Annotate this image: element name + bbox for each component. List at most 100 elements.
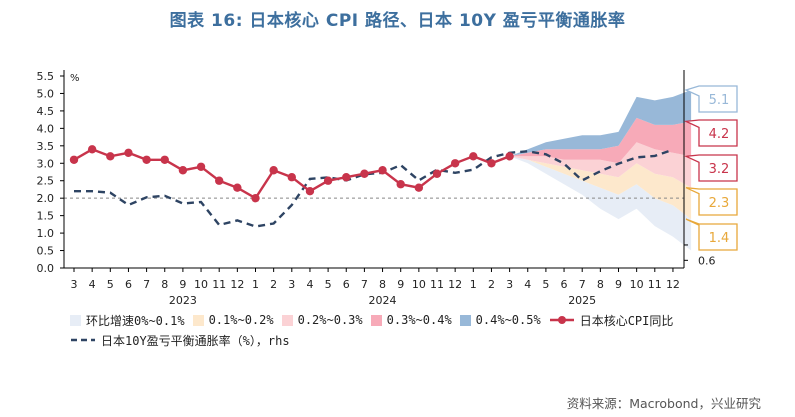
legend-row: 环比增速0%~0.1% 0.1%~0.2% 0.2%~0.3% 0.3%~0.4% 0.… [70,310,770,330]
forecast-band [509,142,692,188]
cpi-series [69,145,514,203]
x-tick-label: 3 [71,278,78,291]
x-tick-label: 11 [212,278,226,291]
y-tick-label: 5.0 [37,87,55,100]
cpi-point [378,166,387,175]
x-tick-label: 5 [542,278,549,291]
forecast-band [509,156,692,251]
y-tick-label: 3.0 [37,157,55,170]
legend-label: 0.1%~0.2% [208,313,274,327]
end-label-box [684,85,738,113]
x-tick-label: 4 [89,278,96,291]
y-right-tick-label: 0.6 [698,254,716,267]
x-tick-label: 12 [448,278,462,291]
cpi-point [505,152,514,161]
end-label-text: 3.2 [709,162,730,177]
x-tick-label: 6 [343,278,350,291]
end-label-box [683,154,738,182]
x-tick-label: 9 [615,278,622,291]
x-tick-label: 10 [412,278,426,291]
legend-label: 环比增速0%~0.1% [86,313,185,328]
cpi-point [160,155,169,164]
legend-item: 0.2%~0.3% [281,313,363,327]
end-label-text: 1.4 [709,231,730,246]
legend-label: 0.2%~0.3% [297,313,363,327]
legend-item: 0.1%~0.2% [192,313,274,327]
cpi-point [87,145,97,154]
cpi-point [142,155,151,164]
cpi-point [469,152,478,161]
x-tick-label: 5 [107,278,114,291]
y-tick-label: 2.0 [37,192,55,205]
x-tick-label: 4 [524,278,531,291]
legend-label: 日本10Y盈亏平衡通胀率（%），rhs [101,333,290,348]
x-tick-label: 3 [506,278,513,291]
legend-row: 日本10Y盈亏平衡通胀率（%），rhs [70,330,770,350]
bei-series [74,148,674,228]
end-labels: 5.1 4.2 3.2 2.3 1.4 [683,85,738,251]
cpi-point [396,180,405,189]
x-tick-label: 8 [379,278,386,291]
cpi-point [215,176,224,185]
axes: 0.0 0.5 1.0 1.5 2.0 2.5 3.0 3.5 4.0 4.5 5.0 5.5 % 0.6… [37,70,716,307]
y-tick-label: 1.5 [37,210,55,223]
cpi-point [323,176,333,185]
legend-label: 日本核心CPI同比 [579,313,674,328]
x-tick-label: 6 [561,278,568,291]
year-label: 2024 [369,294,397,307]
x-tick-label: 8 [161,278,168,291]
cpi-point [178,166,188,175]
x-tick-label: 2 [270,278,277,291]
year-label: 2023 [169,294,197,307]
cpi-point [487,159,496,168]
legend-swatch [370,314,382,326]
x-tick-label: 12 [230,278,244,291]
x-tick-label: 3 [288,278,295,291]
legend-swatch [281,314,293,326]
y-unit-label: % [70,73,80,84]
end-label-box [685,187,738,216]
end-label-text: 5.1 [709,93,730,108]
x-tick-label: 1 [470,278,477,291]
x-tick-label: 2 [488,278,495,291]
year-label: 2025 [568,294,596,307]
x-tick-label: 10 [194,278,208,291]
cpi-point [251,193,260,203]
cpi-point [305,187,315,196]
x-tick-label: 7 [579,278,586,291]
y-tick-label: 0.0 [37,262,55,275]
chart-title: 图表 16: 日本核心 CPI 路径、日本 10Y 盈亏平衡通胀率 [169,11,626,31]
end-label-box [685,218,738,251]
forecast-band [509,156,692,220]
y-tick-label: 1.0 [37,227,55,240]
y-tick-label: 4.0 [37,122,55,135]
x-tick-label: 4 [306,278,313,291]
x-tick-label: 11 [648,278,662,291]
cpi-point [287,173,296,182]
cpi-point [69,155,79,164]
x-tick-label: 1 [252,278,259,291]
legend-item: 环比增速0%~0.1% [70,312,185,329]
x-tick-label: 5 [325,278,332,291]
cpi-point [124,148,133,157]
end-label-text: 4.2 [709,127,730,142]
x-tick-label: 10 [630,278,644,291]
legend-label: 0.4%~0.5% [475,313,541,327]
source-note: 资料来源：Macrobond，兴业研究 [566,396,761,411]
legend-item: 日本10Y盈亏平衡通胀率（%），rhs [70,332,290,349]
cpi-point [196,162,206,171]
legend-swatch [71,338,95,342]
cpi-point [106,152,115,161]
cpi-point [450,159,460,168]
y-tick-label: 3.5 [37,140,55,153]
forecast-band [509,90,692,157]
cpi-point [269,166,278,175]
y-tick-label: 4.5 [37,105,55,118]
x-tick-label: 7 [143,278,150,291]
x-tick-label: 11 [430,278,444,291]
x-tick-label: 7 [361,278,368,291]
legend-swatch [70,314,81,326]
legend-item: 0.3%~0.4% [370,313,452,327]
end-label-text: 2.3 [709,196,730,211]
